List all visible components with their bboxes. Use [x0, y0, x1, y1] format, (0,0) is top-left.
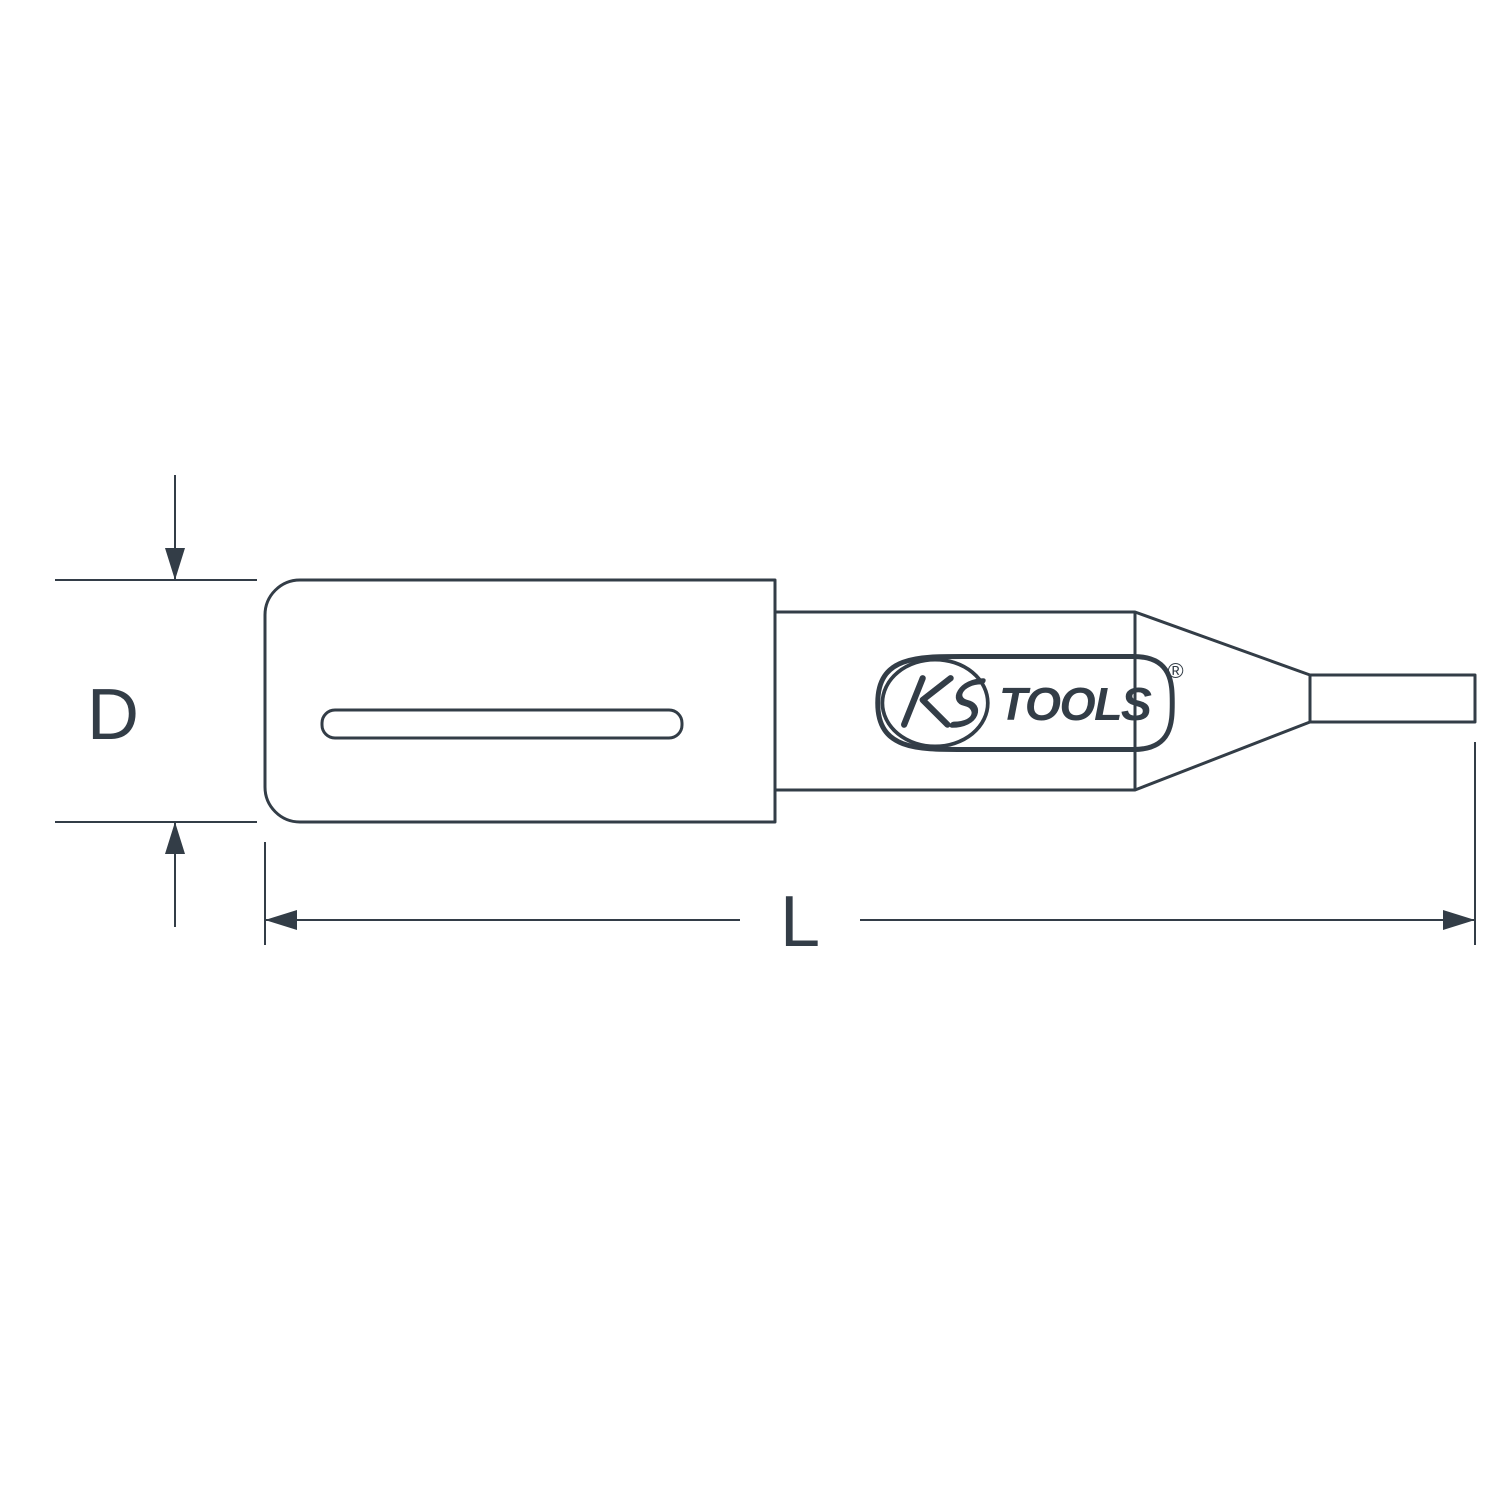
dim-l-label: L [780, 882, 820, 962]
dim-l-arrow-left-head [265, 910, 297, 930]
brand-s [949, 681, 985, 724]
socket-bit-outline [265, 580, 1475, 822]
dim-d-arrow-bottom-head [165, 822, 185, 854]
brand-registered: ® [1168, 658, 1184, 683]
dim-d-label: D [87, 675, 139, 755]
drive-slot [322, 710, 682, 738]
brand-logo: TOOLS ® [878, 657, 1184, 750]
brand-tools-text: TOOLS [999, 678, 1152, 730]
dim-l-arrow-right-head [1443, 910, 1475, 930]
brand-k [904, 678, 951, 725]
dim-d-arrow-top-head [165, 548, 185, 580]
